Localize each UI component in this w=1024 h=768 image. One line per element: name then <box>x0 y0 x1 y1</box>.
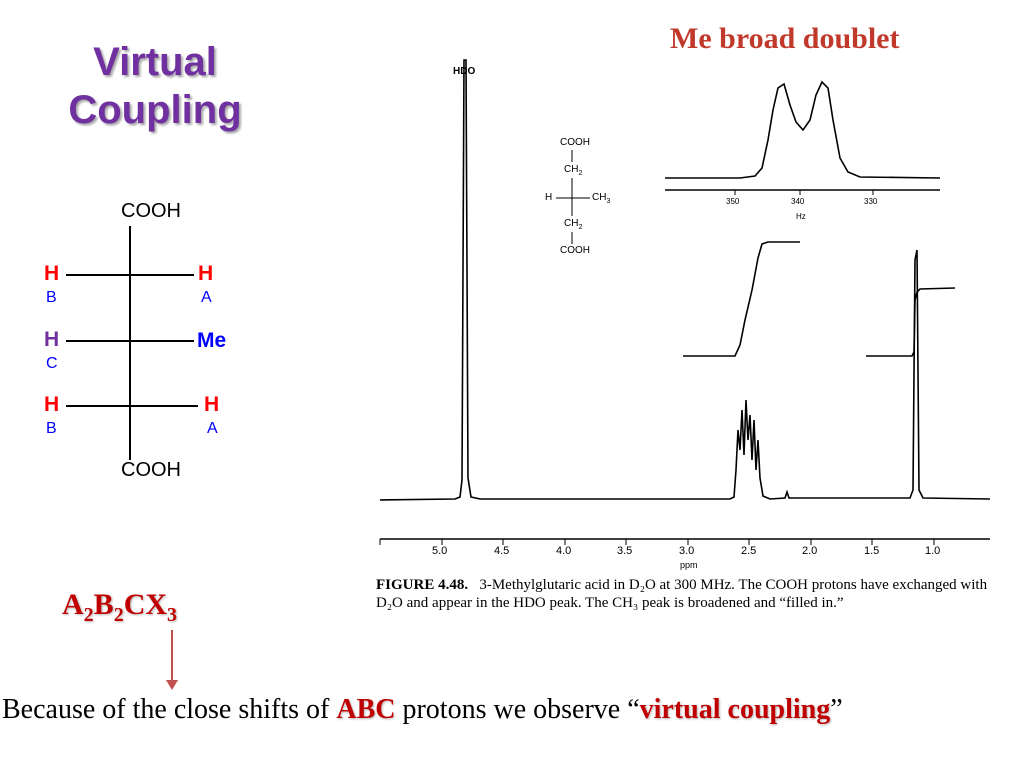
figure-number: FIGURE 4.48. <box>376 577 469 593</box>
cooh-top: COOH <box>121 200 181 222</box>
ppm-tick-4-5: 4.5 <box>494 545 510 557</box>
row3-right-label: A <box>207 420 218 437</box>
struct-ch2-top: CH2 <box>564 164 583 177</box>
inset-tick-350: 350 <box>726 197 740 206</box>
figure-caption: FIGURE 4.48. 3-Methylglutaric acid in D₂… <box>376 576 996 612</box>
inset-unit: Hz <box>796 212 806 221</box>
explanation-sentence: Because of the close shifts of ABC proto… <box>2 694 843 725</box>
row1-left-label: B <box>46 289 57 306</box>
struct-ch3: CH3 <box>592 192 611 205</box>
row3-right-h: H <box>204 393 220 416</box>
down-arrow-icon <box>166 630 178 690</box>
inset-tick-330: 330 <box>864 197 878 206</box>
ppm-tick-4-0: 4.0 <box>556 545 572 557</box>
integral-left <box>683 241 800 357</box>
ppm-tick-2-0: 2.0 <box>802 545 818 557</box>
struct-ch2-bottom: CH2 <box>564 218 583 231</box>
row1-right-h: H <box>198 262 214 285</box>
struct-h: H <box>545 192 553 203</box>
ppm-tick-3-0: 3.0 <box>679 545 695 557</box>
row3-left-h: H <box>44 393 60 416</box>
title-line-1: Virtual <box>93 40 217 84</box>
cooh-bottom: COOH <box>121 459 181 481</box>
inset-trace <box>665 80 941 179</box>
main-spectrum-trace <box>379 59 991 501</box>
title-line-2: Coupling <box>68 88 242 132</box>
row2-left-label: C <box>46 355 58 372</box>
ppm-tick-3-5: 3.5 <box>617 545 633 557</box>
integral-right <box>866 287 956 357</box>
struct-cooh-top: COOH <box>560 137 590 148</box>
ppm-tick-5-0: 5.0 <box>432 545 448 557</box>
inset-tick-340: 340 <box>791 197 805 206</box>
me-broad-doublet-label: Me broad doublet <box>670 22 900 55</box>
row2-left-h: H <box>44 328 60 351</box>
struct-cooh-bottom: COOH <box>560 245 590 256</box>
figure-caption-text: 3-Methylglutaric acid in D₂O at 300 MHz.… <box>376 577 988 611</box>
row2-right-me: Me <box>197 329 227 352</box>
row1-left-h: H <box>44 262 60 285</box>
spin-system-formula: A2B2CX3 <box>62 588 178 626</box>
ppm-axis-label: ppm <box>680 560 698 570</box>
ppm-tick-1-0: 1.0 <box>925 545 941 557</box>
hdo-label: HDO <box>453 66 476 77</box>
ppm-tick-2-5: 2.5 <box>741 545 757 557</box>
page-title: Virtual Coupling <box>30 38 280 134</box>
molecule-diagram <box>66 226 198 460</box>
row3-left-label: B <box>46 420 57 437</box>
row1-right-label: A <box>201 289 212 306</box>
ppm-tick-1-5: 1.5 <box>864 545 880 557</box>
